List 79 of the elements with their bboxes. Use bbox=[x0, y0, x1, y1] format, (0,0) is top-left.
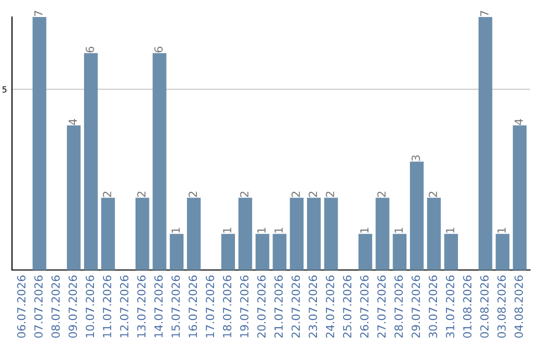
x-tick-label: 22.07.2026 bbox=[292, 276, 300, 338]
bar bbox=[324, 198, 338, 270]
bar bbox=[478, 17, 492, 270]
data-label: 4 bbox=[68, 118, 77, 125]
x-tick-label: 06.07.2026 bbox=[17, 276, 26, 338]
bar bbox=[152, 53, 166, 270]
x-tick-label: 27.07.2026 bbox=[377, 276, 386, 338]
x-tick-label: 03.08.2026 bbox=[497, 276, 506, 338]
data-label: 2 bbox=[102, 192, 112, 197]
data-label: 6 bbox=[154, 46, 163, 52]
x-tick-label: 15.07.2026 bbox=[171, 276, 180, 338]
x-tick-label: 04.08.2026 bbox=[514, 276, 523, 338]
data-label: 2 bbox=[188, 192, 197, 197]
x-tick-label: 26.07.2026 bbox=[360, 276, 369, 338]
x-tick-label: 08.07.2026 bbox=[51, 276, 60, 338]
bar bbox=[170, 234, 184, 270]
data-label: 1 bbox=[274, 228, 283, 233]
x-tick-label: 01.08.2026 bbox=[463, 276, 472, 338]
bar bbox=[290, 198, 304, 270]
bar bbox=[238, 198, 252, 270]
bar bbox=[444, 234, 458, 270]
x-tick-label: 12.07.2026 bbox=[120, 276, 128, 338]
data-label: 2 bbox=[428, 192, 438, 197]
bar bbox=[272, 234, 286, 270]
x-tick-label: 24.07.2026 bbox=[326, 276, 334, 338]
x-tick-label: 29.07.2026 bbox=[412, 276, 420, 338]
data-label: 1 bbox=[446, 228, 454, 233]
bar bbox=[32, 17, 46, 270]
x-tick-label: 21.07.2026 bbox=[274, 276, 283, 338]
data-label: 2 bbox=[308, 192, 317, 197]
bar bbox=[496, 234, 510, 270]
bar bbox=[135, 198, 150, 270]
bar bbox=[84, 53, 98, 270]
x-tick-label: 09.07.2026 bbox=[68, 276, 77, 338]
x-tick-label: 10.07.2026 bbox=[86, 276, 94, 338]
x-tick-label: 02.08.2026 bbox=[480, 276, 489, 338]
data-label: 4 bbox=[514, 118, 523, 125]
data-label: 2 bbox=[326, 192, 334, 197]
data-label: 2 bbox=[240, 192, 248, 197]
bar bbox=[186, 198, 201, 270]
data-label: 1 bbox=[498, 228, 506, 233]
data-label: 1 bbox=[360, 228, 368, 233]
x-tick-label: 30.07.2026 bbox=[428, 276, 438, 338]
data-label: 7 bbox=[480, 10, 488, 16]
x-tick-label: 17.07.2026 bbox=[206, 276, 214, 338]
x-tick-label: 11.07.2026 bbox=[102, 276, 112, 338]
bar bbox=[392, 234, 407, 270]
data-label: 3 bbox=[412, 155, 420, 161]
bar bbox=[307, 198, 321, 270]
data-label: 2 bbox=[377, 192, 386, 197]
x-tick-label: 23.07.2026 bbox=[308, 276, 318, 338]
data-label: 1 bbox=[223, 228, 232, 233]
x-tick-label: 31.07.2026 bbox=[446, 276, 454, 338]
x-tick-label: 20.07.2026 bbox=[257, 276, 266, 338]
bar bbox=[512, 125, 527, 270]
data-label: 6 bbox=[86, 46, 94, 52]
data-label: 1 bbox=[394, 228, 403, 233]
bar bbox=[427, 198, 441, 270]
data-label: 1 bbox=[172, 228, 180, 233]
bar bbox=[376, 198, 390, 270]
x-tick-label: 28.07.2026 bbox=[394, 276, 403, 338]
x-tick-label: 16.07.2026 bbox=[188, 276, 198, 338]
bar bbox=[410, 162, 424, 270]
data-label: 2 bbox=[137, 192, 146, 197]
x-tick-label: 13.07.2026 bbox=[137, 276, 146, 338]
data-label: 7 bbox=[34, 10, 43, 16]
x-tick-label: 25.07.2026 bbox=[343, 276, 352, 338]
x-tick-label: 19.07.2026 bbox=[240, 276, 248, 338]
data-label: 2 bbox=[292, 192, 300, 197]
y-tick-label: 5 bbox=[2, 86, 6, 93]
bar bbox=[256, 234, 270, 270]
x-tick-label: 07.07.2026 bbox=[34, 276, 43, 338]
x-tick-label: 14.07.2026 bbox=[154, 276, 163, 338]
bar bbox=[221, 234, 235, 270]
bar bbox=[101, 198, 115, 270]
bar bbox=[66, 125, 81, 270]
bar bbox=[358, 234, 372, 270]
data-label: 1 bbox=[257, 228, 266, 233]
x-tick-label: 18.07.2026 bbox=[222, 276, 232, 338]
